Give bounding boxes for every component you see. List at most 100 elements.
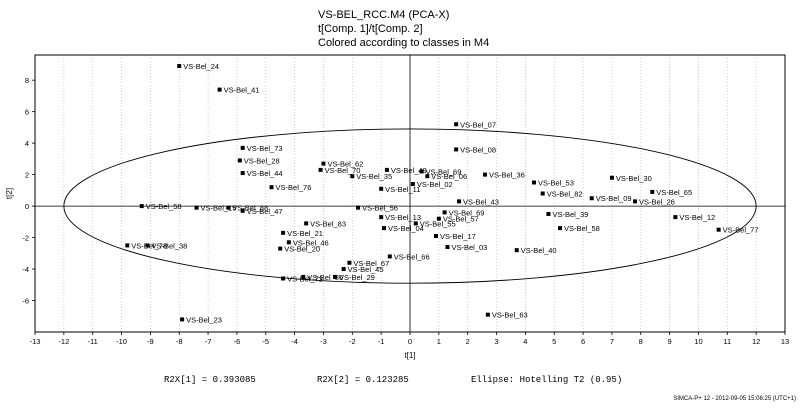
data-point — [217, 87, 222, 92]
data-point — [413, 221, 418, 226]
x-tick-label: -3 — [320, 337, 327, 346]
x-tick-label: 6 — [581, 337, 585, 346]
data-point — [240, 171, 245, 176]
data-point — [269, 185, 274, 190]
data-point — [180, 317, 185, 322]
data-point-label: VS-Bel_73 — [247, 144, 283, 153]
data-point-label: VS-Bel_49 — [391, 166, 427, 175]
data-point-label: VS-Bel_09 — [596, 194, 632, 203]
data-point — [379, 186, 384, 191]
data-point-label: VS-Bel_43 — [463, 197, 499, 206]
data-point-label: VS-Bel_15 — [201, 204, 237, 213]
data-point-label: VS-Bel_20 — [284, 245, 320, 254]
data-point-label: VS-Bel_62 — [327, 160, 363, 169]
data-point-label: VS-Bel_11 — [385, 185, 420, 194]
data-point-label: VS-Bel_66 — [394, 252, 430, 261]
data-point-label: VS-Bel_13 — [385, 213, 421, 222]
r2x2-readout: R2X[2] = 0.123285 — [317, 375, 409, 385]
data-point — [125, 243, 130, 248]
data-point — [454, 122, 459, 127]
data-point — [483, 172, 487, 177]
x-tick-label: -6 — [234, 337, 241, 346]
data-point — [240, 145, 245, 150]
y-tick-label: -4 — [22, 265, 29, 274]
software-credit: SIMCA-P+ 12 - 2012-09-05 15:06:25 (UTC+1… — [673, 396, 796, 402]
data-point — [387, 254, 392, 259]
x-tick-label: -11 — [88, 337, 98, 346]
x-tick-label: -1 — [378, 337, 385, 346]
data-point-label: VS-Bel_08 — [460, 145, 496, 154]
data-point — [532, 180, 537, 185]
x-tick-label: 12 — [752, 337, 760, 346]
data-point — [436, 216, 441, 221]
x-tick-label: -9 — [147, 337, 154, 346]
x-tick-label: 5 — [552, 337, 556, 346]
x-tick-label: 0 — [408, 337, 412, 346]
data-point-label: VS-Bel_39 — [552, 210, 588, 219]
x-tick-label: 3 — [494, 337, 498, 346]
data-point — [457, 199, 462, 204]
y-tick-label: 2 — [25, 171, 29, 180]
data-point — [321, 161, 326, 166]
data-point — [514, 248, 519, 253]
data-point-label: VS-Bel_46 — [293, 238, 329, 247]
x-tick-label: 7 — [610, 337, 614, 346]
data-point-label: VS-Bel_47 — [247, 207, 283, 216]
data-point — [281, 276, 286, 281]
data-point — [379, 215, 384, 220]
data-point — [177, 64, 182, 69]
x-tick-label: -2 — [349, 337, 356, 346]
ellipse-readout: Ellipse: Hotelling T2 (0.95) — [471, 375, 623, 385]
data-point-label: VS-Bel_70 — [325, 166, 361, 175]
r2x1-readout: R2X[1] = 0.393085 — [164, 375, 256, 385]
data-point-label: VS-Bel_86 — [307, 273, 343, 282]
data-point-label: VS-Bel_58 — [146, 202, 182, 211]
data-point-label: VS-Bel_02 — [417, 180, 453, 189]
data-point — [240, 208, 245, 213]
data-point-label: VS-Bel_88 — [232, 204, 268, 213]
x-axis-label: t[1] — [404, 351, 415, 360]
data-point-label: VS-Bel_28 — [244, 156, 280, 165]
data-point-label: VS-Bel_26 — [639, 197, 675, 206]
data-point — [540, 191, 545, 196]
data-point-label: VS-Bel_76 — [276, 183, 312, 192]
data-point — [433, 233, 438, 238]
data-point-label: VS-Bel_17 — [440, 232, 476, 241]
x-tick-label: -4 — [291, 337, 298, 346]
y-tick-label: -6 — [22, 297, 29, 306]
x-tick-label: 2 — [466, 337, 470, 346]
data-point — [145, 243, 150, 248]
data-point-label: VS-Bel_30 — [616, 174, 652, 183]
data-point-label: VS-Bel_56 — [362, 204, 398, 213]
data-point — [410, 182, 415, 187]
data-point-label: VS-Bel_41 — [224, 86, 260, 95]
y-axis-label: t[2] — [5, 188, 14, 199]
x-tick-label: -5 — [262, 337, 269, 346]
chart-subtitle: t[Comp. 1]/t[Comp. 2] — [318, 23, 423, 35]
x-tick-label: -7 — [205, 337, 212, 346]
data-point-label: VS-Bel_44 — [247, 169, 283, 178]
data-point-label: VS-Bel_77 — [723, 226, 759, 235]
data-point — [716, 227, 721, 232]
data-point — [485, 312, 490, 317]
chart-title: VS-BEL_RCC.M4 (PCA-X) — [318, 9, 450, 21]
y-tick-label: 8 — [25, 76, 29, 85]
data-point — [442, 210, 447, 215]
data-point — [278, 246, 283, 251]
data-point-label: VS-Bel_69 — [449, 208, 485, 217]
data-point — [286, 240, 291, 245]
y-tick-label: 6 — [25, 108, 29, 117]
data-point — [384, 167, 389, 172]
x-tick-label: 8 — [639, 337, 643, 346]
x-tick-label: 10 — [694, 337, 702, 346]
data-point-label: VS-Bel_65 — [656, 188, 692, 197]
x-tick-label: 13 — [781, 337, 789, 346]
hotelling-ellipse — [63, 128, 757, 284]
data-point — [226, 205, 231, 210]
data-point — [419, 169, 424, 174]
data-point — [350, 174, 355, 179]
data-point-label: VS-Bel_69 — [426, 167, 462, 176]
y-tick-label: -2 — [22, 234, 29, 243]
data-point-label: VS-Bel_12 — [679, 213, 715, 222]
